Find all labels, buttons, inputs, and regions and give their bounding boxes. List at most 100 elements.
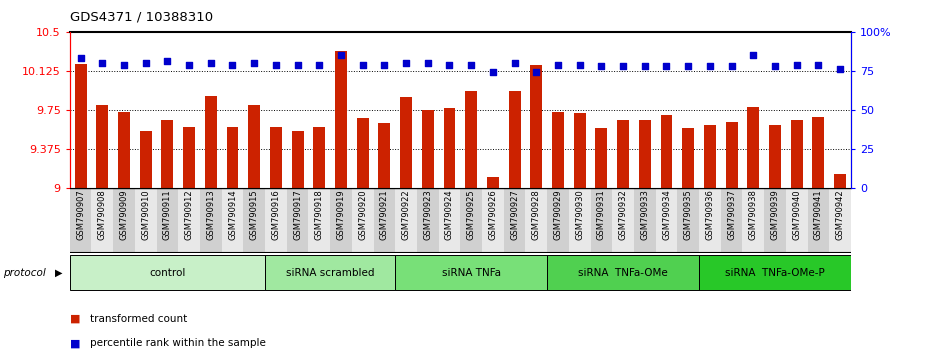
Bar [70,188,91,253]
Text: GSM790913: GSM790913 [206,190,216,240]
Point [139,60,153,66]
Bar [313,127,326,188]
Text: GSM790934: GSM790934 [662,190,671,240]
Bar [721,188,742,253]
Bar [547,188,569,253]
Bar [748,107,759,188]
Point [355,62,370,67]
Point [485,69,500,75]
Bar [769,125,781,188]
Bar [634,188,656,253]
Bar [140,131,152,188]
Bar [439,188,460,253]
Text: GSM790917: GSM790917 [293,190,302,240]
Point [811,62,826,67]
Bar [400,97,412,188]
Point [767,63,782,69]
Bar [465,91,477,188]
Bar [179,188,200,253]
Text: GSM790930: GSM790930 [575,190,584,240]
Bar [374,188,395,253]
Point [225,62,240,67]
Bar [639,120,651,188]
Bar [135,188,156,253]
Bar [699,188,721,253]
Point [312,62,326,67]
Bar [790,120,803,188]
Text: GSM790942: GSM790942 [835,190,844,240]
Bar [704,125,716,188]
Bar [552,112,564,188]
Bar [444,108,456,188]
Text: GSM790918: GSM790918 [314,190,324,240]
Bar [547,255,699,290]
Bar [200,188,221,253]
Point [399,60,414,66]
Point [246,60,261,66]
Text: GSM790910: GSM790910 [141,190,151,240]
Bar [113,188,135,253]
Point [551,62,565,67]
Bar [227,127,238,188]
Bar [786,188,807,253]
Point [95,60,110,66]
Bar [270,127,282,188]
Text: GSM790908: GSM790908 [98,190,107,240]
Bar [330,188,352,253]
Point [724,63,739,69]
Bar [656,188,677,253]
Text: GSM790920: GSM790920 [358,190,367,240]
Text: GSM790929: GSM790929 [553,190,563,240]
Point [334,52,349,58]
Text: GSM790938: GSM790938 [749,190,758,240]
Point [116,62,131,67]
Text: GSM790912: GSM790912 [184,190,193,240]
Bar [265,188,286,253]
Point [290,62,305,67]
Bar [834,174,846,188]
Bar [97,104,108,188]
Point [160,59,175,64]
Bar [395,255,547,290]
Text: GSM790915: GSM790915 [249,190,259,240]
Text: GSM790921: GSM790921 [379,190,389,240]
Text: GSM790931: GSM790931 [597,190,606,240]
Bar [248,104,260,188]
Text: GSM790935: GSM790935 [684,190,693,240]
Bar [683,129,694,188]
Point [790,62,804,67]
Text: GSM790909: GSM790909 [119,190,128,240]
Text: siRNA scrambled: siRNA scrambled [286,268,375,278]
Text: siRNA TNFa: siRNA TNFa [442,268,500,278]
Bar [162,120,173,188]
Bar [183,127,195,188]
Point [204,60,219,66]
Bar [574,113,586,188]
Text: transformed count: transformed count [90,314,188,324]
Text: GSM790914: GSM790914 [228,190,237,240]
Point [529,69,544,75]
Bar [70,255,265,290]
Point [73,56,88,61]
Point [572,62,587,67]
Bar [487,177,498,188]
Text: percentile rank within the sample: percentile rank within the sample [90,338,266,348]
Text: GSM790927: GSM790927 [510,190,519,240]
Bar [591,188,612,253]
Text: GSM790919: GSM790919 [337,190,346,240]
Bar [205,96,217,188]
Bar [618,120,629,188]
Bar [525,188,547,253]
Bar [292,131,303,188]
Text: GSM790911: GSM790911 [163,190,172,240]
Bar [244,188,265,253]
Text: GSM790907: GSM790907 [76,190,86,240]
Bar [725,122,737,188]
Bar [221,188,244,253]
Text: GSM790937: GSM790937 [727,190,737,240]
Bar [156,188,179,253]
Text: GSM790939: GSM790939 [770,190,779,240]
Text: GSM790941: GSM790941 [814,190,823,240]
Text: GSM790924: GSM790924 [445,190,454,240]
Text: GSM790925: GSM790925 [467,190,476,240]
